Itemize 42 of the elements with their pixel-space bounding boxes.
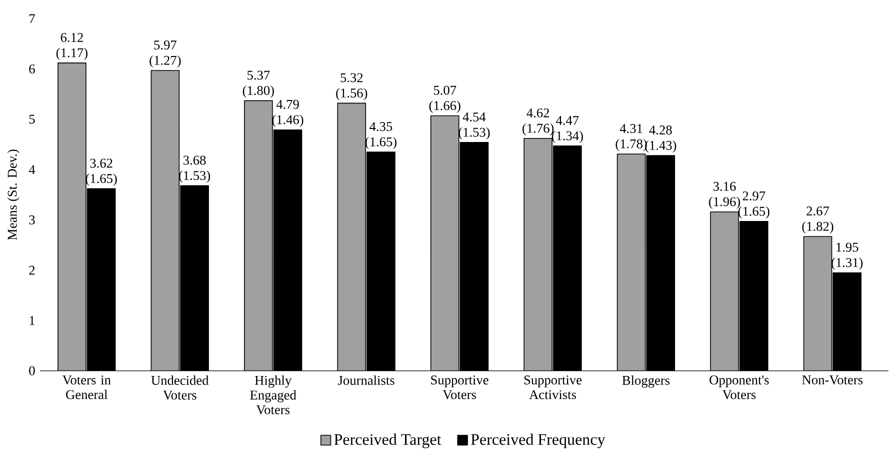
bar <box>524 138 552 371</box>
data-label: 3.68 (1.53) <box>178 156 210 183</box>
data-label: 5.32 (1.56) <box>336 73 368 100</box>
bar <box>616 154 646 371</box>
x-tick-label: Supportive Activists <box>524 375 582 400</box>
y-tick-label: 5 <box>29 114 35 124</box>
x-tick-label: Voters in General <box>62 375 111 400</box>
data-label: 4.31 (1.78) <box>616 124 647 151</box>
data-label: 3.16 (1.96) <box>708 182 740 209</box>
data-label: 4.35 (1.65) <box>365 122 396 149</box>
x-tick-label: Highly Engaged Voters <box>250 375 296 414</box>
x-tick-label: Non-Voters <box>802 375 863 384</box>
y-tick-label: 7 <box>30 14 35 23</box>
x-tick-label: Opponent's Voters <box>710 375 769 400</box>
y-tick-label: 1 <box>30 316 35 325</box>
data-label: 5.07 (1.66) <box>429 86 460 113</box>
bar <box>803 236 832 371</box>
y-tick-label: 6 <box>29 64 35 74</box>
data-label: 5.97 (1.27) <box>150 40 181 68</box>
data-label: 1.95 (1.31) <box>832 242 863 270</box>
data-label: 6.12 (1.17) <box>56 32 88 60</box>
bar <box>58 62 86 371</box>
y-axis-title: Means (St. Dev.) <box>7 150 20 240</box>
bar <box>710 211 739 371</box>
bar <box>150 70 180 371</box>
legend-label: Perceived Frequency <box>471 434 606 448</box>
data-label: 4.54 (1.53) <box>458 112 490 140</box>
x-tick-label: Undecided Voters <box>151 375 209 400</box>
data-label: 5.37 (1.80) <box>242 70 274 98</box>
bar <box>337 102 366 371</box>
data-label: 2.67 (1.82) <box>802 206 834 234</box>
bar <box>244 100 273 371</box>
x-tick-label: Journalists <box>338 375 394 385</box>
y-tick-label: 3 <box>29 215 35 224</box>
data-label: 4.62 (1.76) <box>522 108 554 136</box>
x-tick-label: Bloggers <box>622 375 670 388</box>
y-tick-label: 4 <box>28 165 36 174</box>
bar <box>430 115 460 371</box>
y-tick-label: 0 <box>29 366 35 376</box>
x-tick-label: Supportive Voters <box>431 375 488 400</box>
y-tick-label: 2 <box>29 266 35 275</box>
legend-label: Perceived Target <box>334 434 442 448</box>
